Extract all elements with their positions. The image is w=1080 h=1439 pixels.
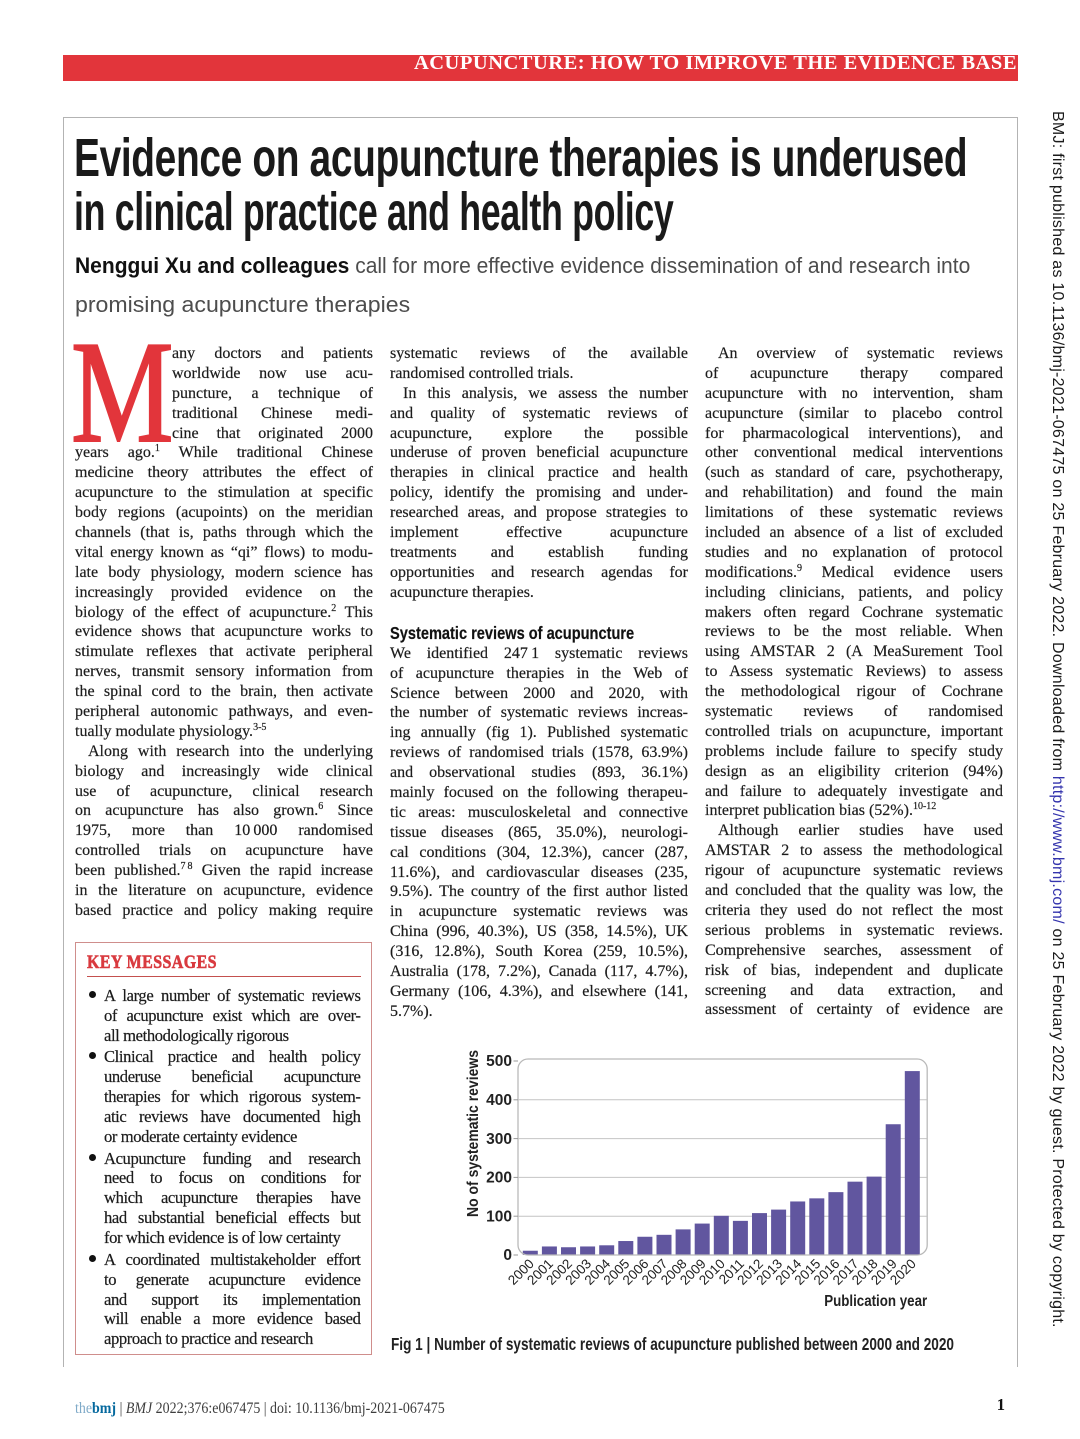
svg-text:100: 100 [486, 1208, 512, 1225]
svg-text:300: 300 [486, 1131, 512, 1148]
svg-text:400: 400 [486, 1092, 512, 1109]
svg-text:Publication year: Publication year [824, 1293, 927, 1310]
svg-text:500: 500 [486, 1053, 512, 1070]
svg-text:No of systematic reviews: No of systematic reviews [465, 1050, 482, 1217]
svg-text:200: 200 [486, 1170, 512, 1187]
svg-text:0: 0 [503, 1247, 512, 1264]
